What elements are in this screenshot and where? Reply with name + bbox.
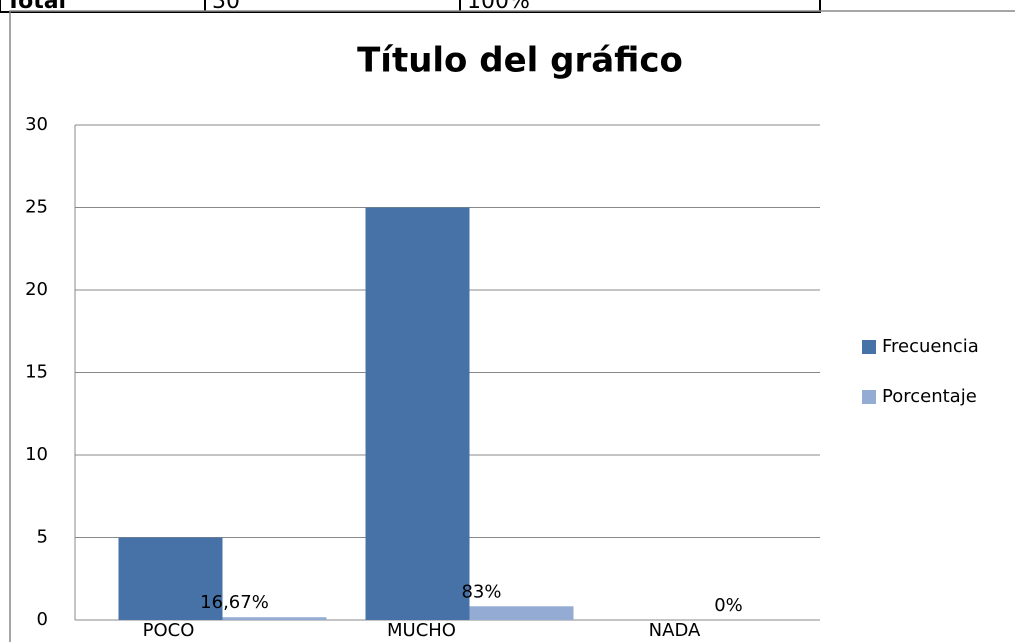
bar xyxy=(365,207,470,620)
bar xyxy=(469,606,574,620)
y-tick-label: 20 xyxy=(25,279,48,300)
y-tick-label: 10 xyxy=(25,444,48,465)
bar xyxy=(222,617,327,620)
legend-swatch xyxy=(862,390,876,404)
y-tick-label: 30 xyxy=(25,114,48,135)
x-tick-label: POCO xyxy=(143,620,195,641)
data-label: 0% xyxy=(714,595,743,616)
table-cell: Total xyxy=(6,0,66,14)
y-tick-label: 15 xyxy=(25,362,48,383)
data-label: 83% xyxy=(461,581,501,602)
chart-title: Título del gráfico xyxy=(357,41,683,81)
x-tick-label: NADA xyxy=(649,620,701,641)
data-label: 16,67% xyxy=(200,592,269,613)
y-tick-label: 5 xyxy=(37,527,48,548)
table-row xyxy=(0,0,821,13)
chart-frame xyxy=(9,10,1015,642)
y-tick-label: 0 xyxy=(37,609,48,630)
x-tick-label: MUCHO xyxy=(387,620,456,641)
bar xyxy=(118,537,223,620)
table-cell: 100% xyxy=(467,0,530,14)
y-tick-label: 25 xyxy=(25,197,48,218)
table-cell: 30 xyxy=(212,0,240,14)
legend-swatch xyxy=(862,340,876,354)
legend-label: Porcentaje xyxy=(882,386,977,407)
legend-label: Frecuencia xyxy=(882,336,979,357)
